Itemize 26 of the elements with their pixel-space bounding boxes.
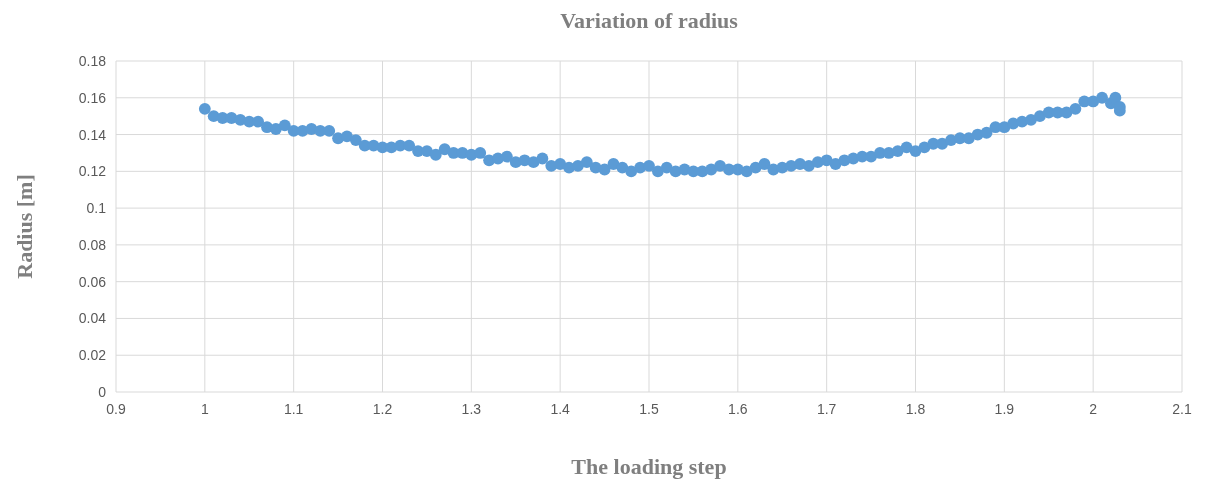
- x-tick-label: 1.3: [461, 401, 482, 417]
- chart-title: Variation of radius: [560, 8, 739, 33]
- y-tick-label: 0.02: [78, 347, 107, 364]
- y-axis-title: Radius [m]: [12, 174, 37, 279]
- x-tick-label: 1.4: [550, 401, 571, 417]
- y-tick-label: 0.08: [78, 236, 107, 253]
- y-tick-label: 0.16: [78, 89, 107, 106]
- x-tick-label: 1: [200, 401, 209, 417]
- x-tick-label: 2.1: [1172, 401, 1192, 417]
- x-tick-label: 1.8: [905, 401, 926, 417]
- x-tick-label: 1.2: [372, 401, 393, 417]
- y-tick-label: 0.12: [78, 163, 107, 180]
- x-tick-label: 0.9: [106, 401, 126, 417]
- y-tick-label: 0.04: [78, 310, 107, 327]
- x-tick-label: 2: [1089, 401, 1098, 417]
- x-tick-label: 1.1: [283, 401, 304, 417]
- y-tick-label: 0: [98, 384, 107, 400]
- y-tick-label: 0.06: [78, 273, 107, 290]
- x-axis-title: The loading step: [571, 454, 727, 479]
- y-tick-label: 0.18: [78, 53, 107, 69]
- x-tick-label: 1.5: [639, 401, 659, 417]
- x-tick-label: 1.6: [728, 401, 748, 417]
- x-tick-label: 1.7: [816, 401, 837, 417]
- y-tick-label: 0.14: [78, 126, 107, 143]
- y-tick-label: 0.1: [86, 200, 107, 217]
- x-tick-label: 1.9: [994, 401, 1015, 417]
